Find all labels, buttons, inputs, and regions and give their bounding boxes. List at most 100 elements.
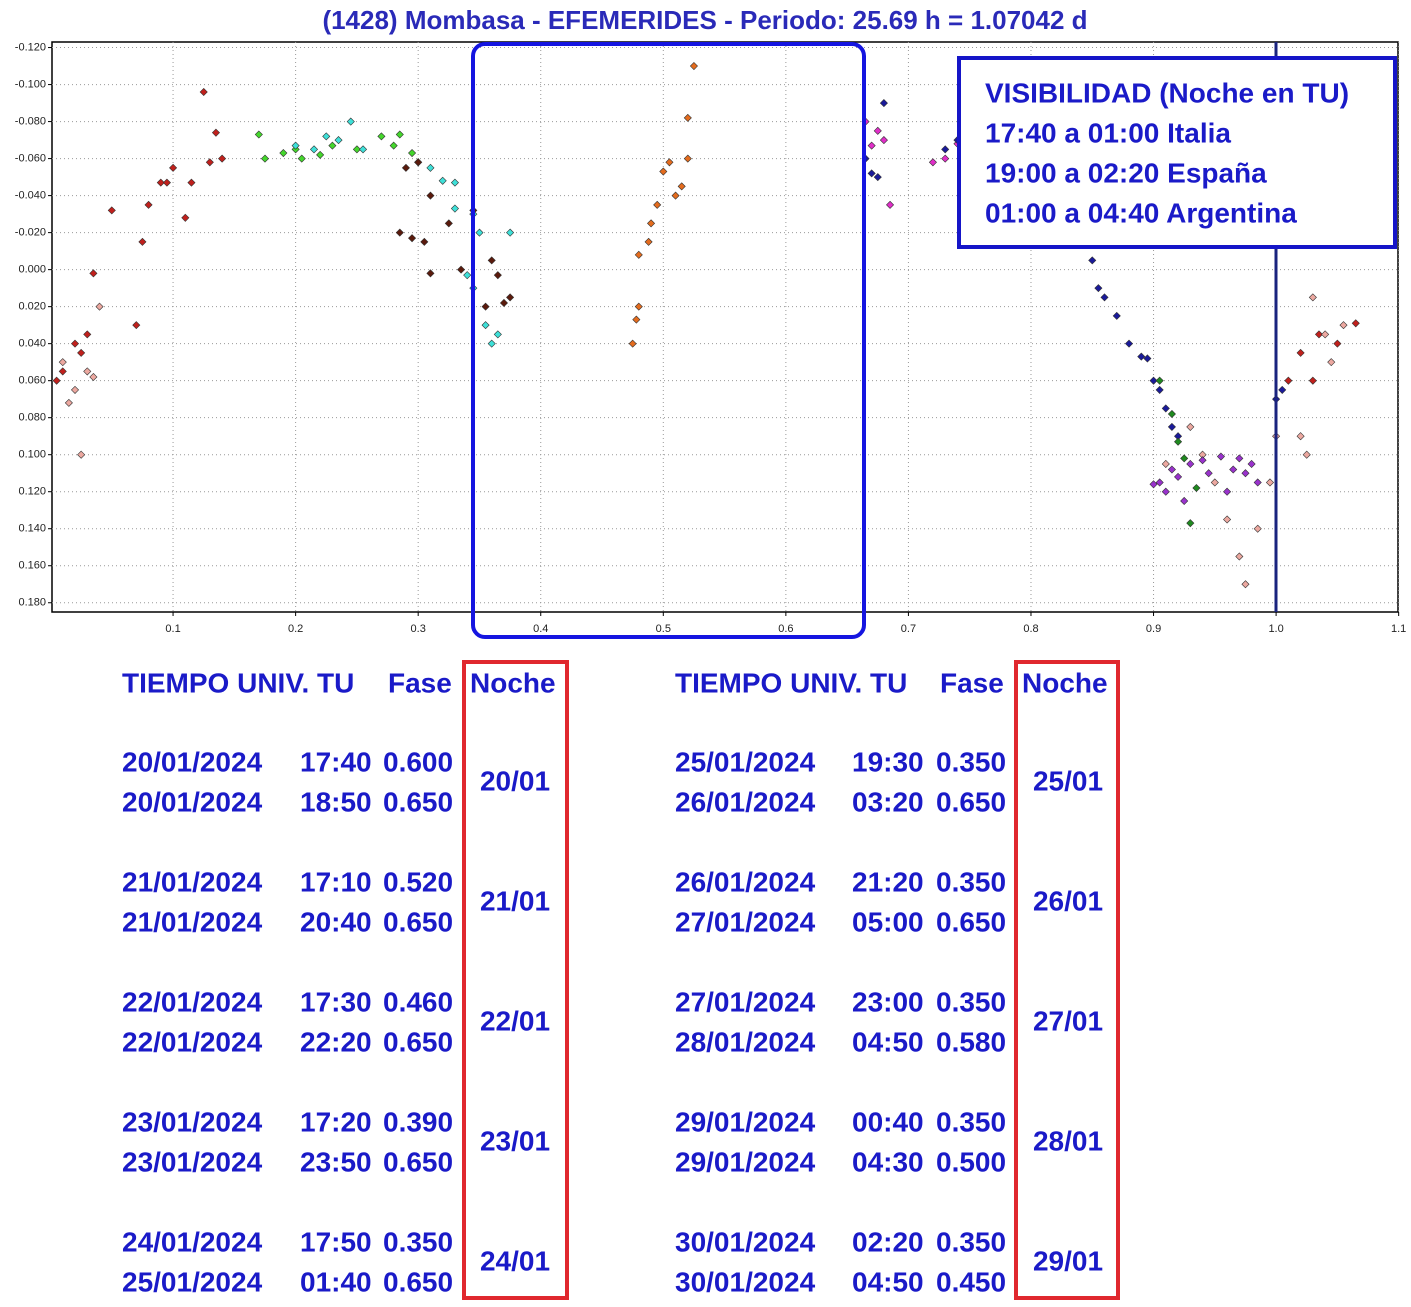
data-point: [450, 204, 459, 213]
noche: 25/01: [1033, 765, 1103, 796]
data-point: [316, 150, 325, 159]
data-point: [77, 450, 86, 459]
data-point: [628, 339, 637, 348]
phase: 0.500: [936, 1146, 1006, 1177]
data-point: [205, 158, 214, 167]
date: 24/01/2024: [122, 1226, 263, 1257]
data-point: [1155, 385, 1164, 394]
data-point: [506, 228, 515, 237]
data-point: [438, 176, 447, 185]
data-point: [187, 178, 196, 187]
data-point: [426, 163, 435, 172]
date: 21/01/2024: [122, 906, 263, 937]
data-point: [291, 141, 300, 150]
x-tick-label: 0.5: [656, 623, 671, 635]
y-tick-label: -0.120: [15, 41, 46, 53]
x-tick-label: 0.9: [1146, 623, 1161, 635]
y-tick-label: -0.040: [15, 190, 46, 202]
data-point: [328, 141, 337, 150]
time: 18:50: [300, 786, 372, 817]
data-point: [408, 234, 417, 243]
time: 20:40: [300, 906, 372, 937]
data-point: [1223, 515, 1232, 524]
data-point: [426, 269, 435, 278]
visibility-line: 17:40 a 01:00 Italia: [985, 117, 1231, 148]
data-point: [426, 191, 435, 200]
x-tick-label: 0.8: [1023, 623, 1038, 635]
data-point: [1180, 454, 1189, 463]
x-tick-label: 1.1: [1391, 623, 1406, 635]
data-point: [677, 182, 686, 191]
phase: 0.350: [936, 1226, 1006, 1257]
table-header: Fase: [940, 667, 1004, 698]
data-point: [1351, 319, 1360, 328]
phase: 0.650: [383, 1266, 453, 1297]
date: 26/01/2024: [675, 786, 816, 817]
phase: 0.350: [936, 746, 1006, 777]
data-point: [1149, 480, 1158, 489]
data-point: [70, 339, 80, 348]
date: 29/01/2024: [675, 1106, 816, 1137]
data-point: [1327, 358, 1336, 367]
time: 00:40: [852, 1106, 924, 1137]
phase: 0.450: [936, 1266, 1006, 1297]
data-point: [95, 302, 104, 311]
data-point: [1174, 472, 1183, 481]
data-point: [52, 376, 61, 385]
data-point: [1112, 311, 1121, 320]
noche: 21/01: [480, 885, 550, 916]
data-point: [493, 271, 502, 280]
data-point: [1161, 459, 1170, 468]
phase: 0.650: [383, 1026, 453, 1057]
date: 25/01/2024: [675, 746, 816, 777]
noche: 22/01: [480, 1005, 550, 1036]
data-point: [1247, 459, 1256, 468]
data-point: [1253, 478, 1262, 487]
data-point: [873, 173, 882, 182]
data-point: [683, 113, 692, 122]
data-point: [644, 237, 653, 246]
data-point: [107, 206, 116, 215]
time: 01:40: [300, 1266, 372, 1297]
noche-box: [462, 660, 569, 1300]
data-point: [401, 163, 410, 172]
data-point: [1155, 478, 1164, 487]
y-tick-label: 0.140: [18, 523, 46, 535]
data-point: [279, 149, 288, 158]
data-point: [867, 141, 876, 150]
y-tick-label: 0.100: [18, 449, 46, 461]
date: 30/01/2024: [675, 1226, 816, 1257]
noche: 29/01: [1033, 1245, 1103, 1276]
table-header: TIEMPO UNIV. TU: [122, 667, 354, 698]
time: 17:10: [300, 866, 372, 897]
data-point: [475, 228, 484, 237]
data-point: [1284, 376, 1293, 385]
data-point: [309, 145, 319, 154]
table-header: Fase: [388, 667, 452, 698]
data-point: [144, 200, 153, 209]
data-point: [1308, 293, 1317, 302]
data-point: [1137, 352, 1146, 361]
data-point: [211, 128, 220, 137]
data-point: [444, 219, 453, 228]
data-point: [1235, 454, 1244, 463]
phase: 0.650: [383, 786, 453, 817]
data-point: [1339, 321, 1348, 330]
data-point: [377, 132, 386, 141]
phase: 0.520: [383, 866, 453, 897]
y-tick-label: 0.080: [18, 412, 46, 424]
phase: 0.350: [383, 1226, 453, 1257]
data-point: [58, 367, 67, 376]
phase: 0.350: [936, 1106, 1006, 1137]
y-tick-label: -0.060: [15, 152, 46, 164]
phase: 0.350: [936, 986, 1006, 1017]
y-tick-label: 0.060: [18, 375, 46, 387]
y-tick-label: 0.160: [18, 560, 46, 572]
data-point: [1321, 330, 1330, 339]
phase: 0.650: [383, 1146, 453, 1177]
time: 23:50: [300, 1146, 372, 1177]
data-point: [1161, 487, 1170, 496]
data-point: [420, 237, 429, 246]
data-point: [647, 219, 656, 228]
date: 22/01/2024: [122, 1026, 263, 1057]
